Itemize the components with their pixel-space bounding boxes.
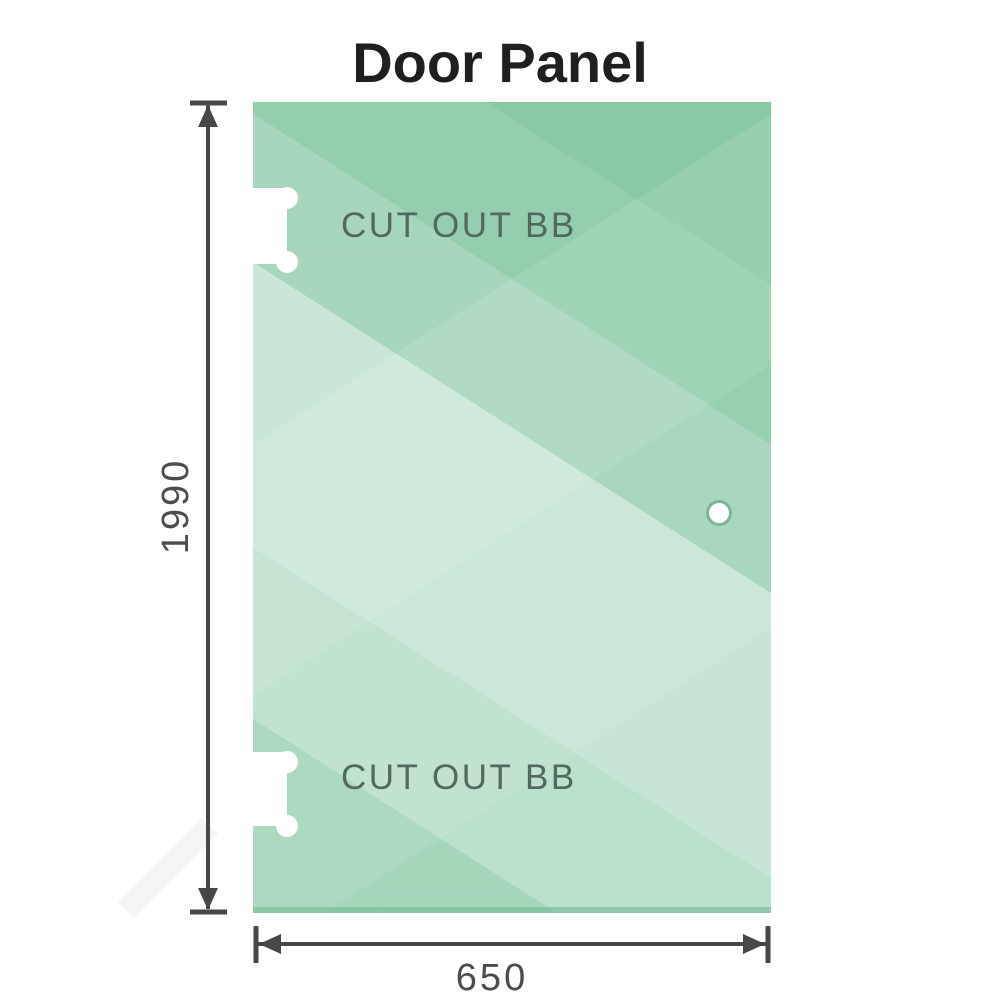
width-dimension [253,926,771,963]
handle-hole-icon [706,500,732,526]
hinge-cutout-bottom [253,751,298,837]
arrow-up-icon [198,105,218,127]
glass-panel [253,102,771,913]
hinge-cutout-bottom-hole-lower-icon [276,815,298,837]
diagram-title: Door Panel [352,31,648,94]
background-reflection-streak [118,818,218,918]
cutout-top-label: CUT OUT BB [341,206,577,245]
hinge-cutout-bottom-hole-upper-icon [276,751,298,773]
glass-reflection-overlay-cross [253,102,771,913]
hinge-cutout-top-hole-upper-icon [276,187,298,209]
cutout-bottom-label: CUT OUT BB [341,758,577,797]
glass-bottom-edge [253,907,771,913]
arrow-left-icon [259,934,281,954]
width-dimension-label: 650 [456,957,528,999]
hinge-cutout-top-hole-lower-icon [276,251,298,273]
height-dimension-label: 1990 [155,458,197,555]
arrow-right-icon [743,934,765,954]
height-dimension [190,100,227,915]
arrow-down-icon [198,888,218,910]
hinge-cutout-top [253,187,298,273]
